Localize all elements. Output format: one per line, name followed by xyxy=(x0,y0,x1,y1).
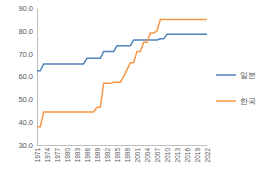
x-tick-label: 1992 xyxy=(104,148,111,163)
x-tick-label: 2019 xyxy=(194,148,201,163)
series-line xyxy=(37,19,207,126)
x-tick: 1998 xyxy=(124,145,131,162)
x-tick-label: 2022 xyxy=(204,148,211,163)
legend-item: 일본 xyxy=(216,71,256,80)
x-tick-label: 1998 xyxy=(124,148,131,163)
x-tick-label: 2007 xyxy=(154,148,161,163)
x-tick: 1977 xyxy=(54,145,61,162)
x-tick-label: 2016 xyxy=(184,148,191,163)
x-tick: 2004 xyxy=(144,145,151,162)
x-tick: 2019 xyxy=(194,145,201,162)
y-axis-line xyxy=(37,9,38,146)
x-tick: 1989 xyxy=(94,145,101,162)
y-tick: 90.0 xyxy=(18,4,37,13)
x-axis: 1971197419771980198319861989199219951998… xyxy=(34,145,211,162)
chart: 30.0 40.0 50.0 60.0 70.0 80.0 90.0 197119741977… xyxy=(0,0,279,169)
y-tick: 80.0 xyxy=(18,27,37,36)
x-tick: 2022 xyxy=(204,145,211,162)
legend-swatch xyxy=(216,74,236,76)
legend: 일본한국 xyxy=(216,71,256,106)
legend-label: 일본 xyxy=(240,71,256,80)
x-axis-line xyxy=(38,145,208,146)
legend-swatch xyxy=(216,100,236,102)
y-tick-label: 70.0 xyxy=(18,50,33,59)
x-tick: 1974 xyxy=(44,145,51,162)
x-tick: 1980 xyxy=(64,145,71,162)
series-line xyxy=(37,34,207,71)
x-tick-label: 1983 xyxy=(74,148,81,163)
x-tick-label: 1974 xyxy=(44,148,51,163)
y-tick-label: 60.0 xyxy=(18,72,33,81)
y-tick: 50.0 xyxy=(18,95,37,104)
y-tick: 40.0 xyxy=(18,118,37,127)
x-tick: 1992 xyxy=(104,145,111,162)
y-axis: 30.0 40.0 50.0 60.0 70.0 80.0 90.0 xyxy=(18,4,37,150)
x-tick: 2007 xyxy=(154,145,161,162)
x-tick: 2010 xyxy=(164,145,171,162)
y-tick-label: 40.0 xyxy=(18,118,33,127)
plot-area xyxy=(37,19,207,126)
legend-label: 한국 xyxy=(240,97,256,106)
x-tick-label: 1995 xyxy=(114,148,121,163)
x-tick-label: 1977 xyxy=(54,148,61,163)
x-tick: 1995 xyxy=(114,145,121,162)
x-tick: 2001 xyxy=(134,145,141,162)
x-tick-label: 2004 xyxy=(144,148,151,163)
x-tick: 1971 xyxy=(34,145,41,162)
y-tick-label: 50.0 xyxy=(18,95,33,104)
x-tick-label: 2010 xyxy=(164,148,171,163)
x-tick-label: 1989 xyxy=(94,148,101,163)
y-tick: 60.0 xyxy=(18,72,37,81)
x-tick: 2016 xyxy=(184,145,191,162)
y-tick-label: 80.0 xyxy=(18,27,33,36)
y-tick-label: 30.0 xyxy=(18,141,33,150)
x-tick-label: 1980 xyxy=(64,148,71,163)
x-tick-label: 2013 xyxy=(174,148,181,163)
x-tick-label: 1986 xyxy=(84,148,91,163)
y-tick-label: 90.0 xyxy=(18,4,33,13)
x-tick-label: 2001 xyxy=(134,148,141,163)
legend-item: 한국 xyxy=(216,97,256,106)
y-tick: 70.0 xyxy=(18,50,37,59)
x-tick-label: 1971 xyxy=(34,148,41,163)
x-tick: 2013 xyxy=(174,145,181,162)
x-tick: 1986 xyxy=(84,145,91,162)
x-tick: 1983 xyxy=(74,145,81,162)
